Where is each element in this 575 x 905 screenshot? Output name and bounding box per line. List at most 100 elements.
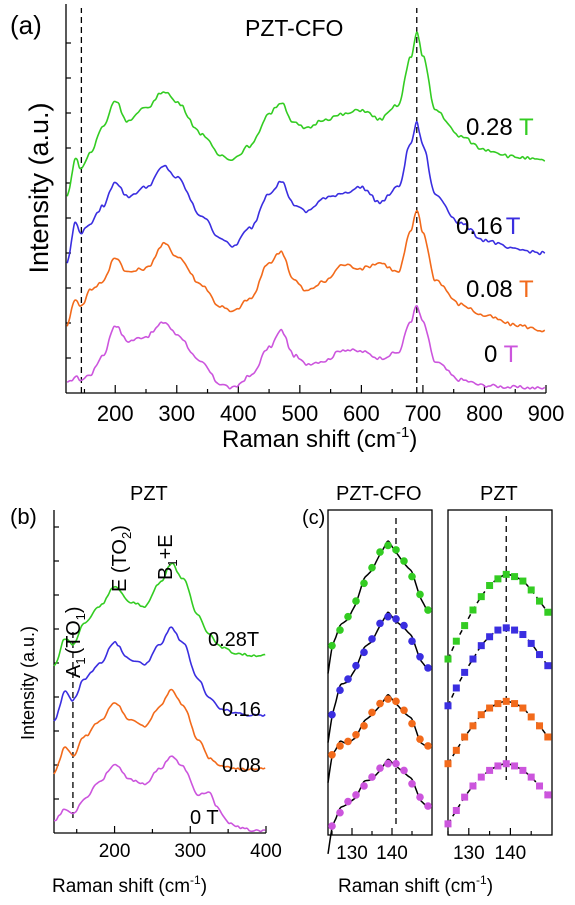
data-point	[384, 695, 392, 703]
data-point	[469, 782, 477, 790]
panel-a-y-label: Intensity (a.u.)	[24, 102, 54, 273]
x-tick-label: 800	[466, 401, 503, 426]
panel-a-reference-lines	[80, 8, 418, 393]
data-point	[494, 626, 502, 634]
data-point	[511, 762, 519, 770]
data-point	[536, 722, 544, 730]
data-point	[461, 668, 469, 676]
x-tick-label: 140	[495, 843, 527, 864]
panel-a-series-labels: 0.28 T 0.16 T 0.08 T 0 T	[456, 114, 534, 368]
data-point	[494, 575, 502, 583]
data-point	[544, 608, 552, 616]
data-point	[368, 563, 376, 572]
data-point	[527, 713, 535, 721]
trace-0-T	[66, 304, 546, 390]
data-point	[511, 700, 519, 708]
trace-0-16	[53, 626, 266, 722]
trace-0-T	[53, 755, 266, 833]
fit-line-0-16-T	[447, 627, 549, 707]
data-point	[344, 612, 352, 621]
data-point	[494, 700, 502, 708]
data-point	[519, 766, 527, 774]
data-point	[408, 719, 416, 728]
data-point	[477, 711, 485, 719]
data-point	[360, 579, 368, 588]
data-point	[477, 773, 485, 781]
data-point	[486, 766, 494, 774]
data-point	[486, 704, 494, 712]
panel-c-letter: (c)	[302, 507, 325, 529]
data-point	[461, 793, 469, 801]
panel-c-ticks: 130 140 130 140	[331, 828, 532, 864]
data-point	[452, 746, 460, 754]
series-label-0-08T: 0.08 T	[466, 276, 534, 303]
data-point	[416, 735, 424, 744]
data-point	[328, 710, 336, 719]
data-point	[502, 760, 510, 768]
panel-c-left-frame	[327, 509, 433, 836]
data-point	[416, 652, 424, 661]
x-tick-label: 200	[99, 841, 131, 862]
x-tick-label: 130	[336, 843, 368, 864]
data-point	[444, 760, 452, 768]
trace-0-28T	[53, 562, 266, 667]
panel-c-right-frame	[447, 509, 553, 836]
data-point	[544, 662, 552, 670]
data-point	[376, 619, 384, 628]
data-point	[511, 626, 519, 634]
data-point	[400, 621, 408, 630]
data-point	[536, 651, 544, 659]
panel-a: (a) PZT-CFO 200 300 400 500 600 700 800 900 0.2…	[10, 4, 564, 453]
data-point	[527, 773, 535, 781]
panel-c-x-label: Raman shift (cm-1)	[338, 873, 493, 897]
data-point	[368, 635, 376, 643]
x-tick-label: 600	[343, 401, 380, 426]
data-point	[452, 806, 460, 814]
data-point	[408, 572, 416, 581]
x-tick-label: 300	[158, 401, 195, 426]
data-point	[376, 764, 384, 772]
panel-c-right-title: PZT	[480, 483, 518, 505]
fit-line-0-08-T	[327, 693, 429, 783]
data-point	[376, 548, 384, 556]
data-point	[511, 573, 519, 581]
data-point	[477, 642, 485, 650]
series-label-0-28T: 0.28 T	[466, 114, 534, 141]
panel-b-title: PZT	[130, 483, 168, 505]
data-point	[344, 797, 352, 806]
data-point	[536, 597, 544, 605]
x-tick-label: 700	[405, 401, 442, 426]
data-point	[384, 759, 392, 768]
x-tick-label: 300	[174, 841, 206, 862]
data-point	[328, 822, 336, 830]
fit-line-0-T	[327, 758, 429, 855]
panel-c-data-points	[328, 541, 552, 830]
panel-c-left-title: PZT-CFO	[336, 483, 422, 505]
panel-b-x-label: Raman shift (cm-1)	[52, 873, 207, 897]
data-point	[336, 686, 344, 695]
data-point	[344, 675, 352, 683]
panel-b-ticks: 200 300 400	[54, 526, 282, 862]
panel-b-y-label: Intensity (a.u.)	[18, 626, 38, 740]
panel-c-fit-lines	[327, 540, 549, 855]
data-point	[360, 722, 368, 730]
data-point	[408, 779, 416, 788]
series-label-b-0-28T: 0.28T	[208, 629, 259, 651]
data-point	[461, 733, 469, 741]
data-point	[392, 615, 400, 623]
data-point	[502, 697, 510, 705]
data-point	[328, 751, 336, 759]
trace-0-08	[53, 688, 266, 775]
x-tick-label: 900	[528, 401, 565, 426]
data-point	[494, 762, 502, 770]
panel-b-letter: (b)	[10, 504, 37, 529]
data-point	[424, 802, 432, 810]
data-point	[392, 546, 400, 554]
x-tick-label: 500	[281, 401, 318, 426]
data-point	[408, 637, 416, 645]
data-point	[424, 606, 432, 614]
trace-0-28-T	[66, 31, 546, 197]
series-label-b-0-16: 0.16	[222, 699, 261, 721]
series-label-0T: 0 T	[484, 341, 519, 368]
